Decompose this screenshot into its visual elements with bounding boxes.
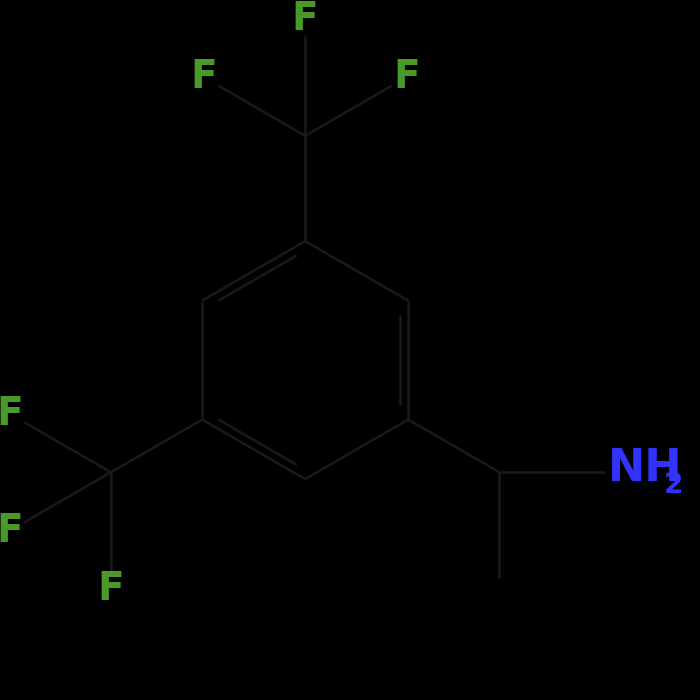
Text: NH: NH: [608, 447, 682, 491]
Text: F: F: [97, 570, 124, 608]
Text: F: F: [0, 512, 23, 550]
Text: F: F: [393, 58, 420, 96]
Text: 2: 2: [664, 470, 683, 498]
Text: F: F: [0, 395, 23, 433]
Text: F: F: [292, 0, 318, 38]
Text: F: F: [190, 58, 217, 96]
